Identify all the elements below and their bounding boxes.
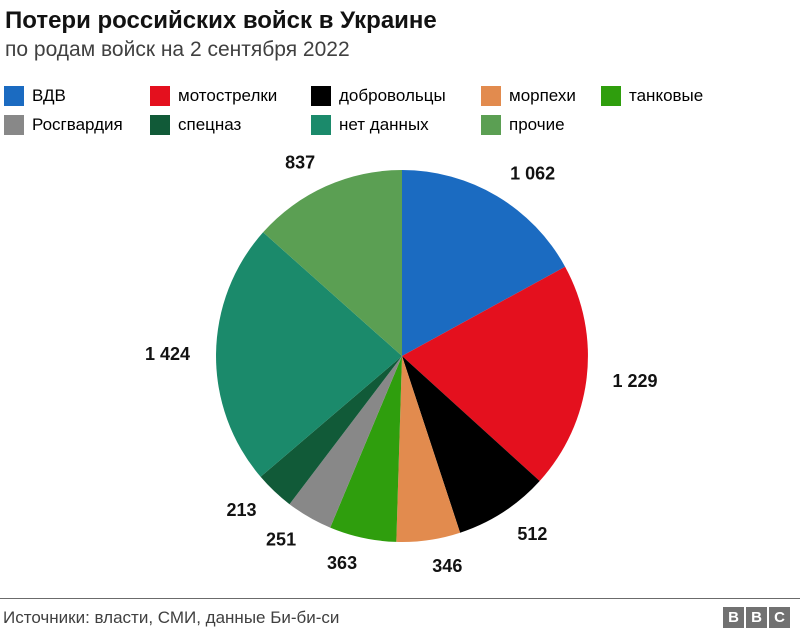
pie-slice-1 <box>402 266 588 481</box>
pie-chart: 1 062 1 229 512 346 363 251 213 1 424 837 <box>145 152 658 576</box>
legend-label: Росгвардия <box>32 114 123 134</box>
legend-item-1: мотострелки <box>150 85 311 106</box>
pie-slice-5 <box>289 355 402 528</box>
legend-swatch-icon <box>150 114 170 135</box>
legend-label: ВДВ <box>32 85 66 105</box>
legend-label: нет данных <box>339 114 429 134</box>
pie-slice-0 <box>402 169 566 356</box>
legend-label: морпехи <box>509 85 576 105</box>
legend-item-2: добровольцы <box>311 85 481 106</box>
legend-swatch-icon <box>481 114 501 135</box>
page-subtitle: по родам войск на 2 сентября 2022 <box>5 37 350 61</box>
legend-swatch-icon <box>601 85 621 106</box>
pie-value-label: 251 <box>266 530 296 550</box>
pie-slice-2 <box>402 355 540 533</box>
pie-value-label: 346 <box>432 556 462 576</box>
bbc-logo-letter: B <box>746 607 767 628</box>
legend-swatch-icon <box>311 114 331 135</box>
page-title: Потери российских войск в Украине <box>5 7 437 34</box>
pie-value-label: 837 <box>285 152 315 172</box>
legend-item-4: танковые <box>601 85 790 106</box>
pie-value-label: 213 <box>226 500 256 520</box>
pie-slice-6 <box>260 355 402 505</box>
legend-item-8: прочие <box>481 114 601 135</box>
pie-slice-4 <box>330 355 402 542</box>
legend-item-3: морпехи <box>481 85 601 106</box>
pie-value-label: 1 424 <box>145 344 190 364</box>
legend-item-5: Росгвардия <box>4 114 150 135</box>
legend-swatch-icon <box>4 85 24 106</box>
legend-label: прочие <box>509 114 565 134</box>
legend-swatch-icon <box>311 85 331 106</box>
bbc-logo-letter: C <box>769 607 790 628</box>
pie-value-label: 512 <box>517 524 547 544</box>
pie-chart-area: 1 062 1 229 512 346 363 251 213 1 424 837 <box>0 149 800 589</box>
pie-slice-3 <box>396 355 461 542</box>
pie-value-label: 1 229 <box>613 371 658 391</box>
legend-swatch-icon <box>150 85 170 106</box>
chart-legend: ВДВ мотострелки добровольцы морпехи танковые… <box>4 85 790 135</box>
legend-label: добровольцы <box>339 85 446 105</box>
legend-label: мотострелки <box>178 85 278 105</box>
legend-swatch-icon <box>481 85 501 106</box>
legend-item-0: ВДВ <box>4 85 150 106</box>
legend-item-7: нет данных <box>311 114 481 135</box>
source-text: Источники: власти, СМИ, данные Би-би-си <box>3 607 340 627</box>
legend-swatch-icon <box>4 114 24 135</box>
bbc-logo-letter: B <box>723 607 744 628</box>
legend-label: спецназ <box>178 114 242 134</box>
pie-slice-7 <box>216 232 402 477</box>
legend-item-6: спецназ <box>150 114 311 135</box>
chart-header: Потери российских войск в Украине по род… <box>0 0 800 61</box>
pie-value-label: 1 062 <box>510 163 555 183</box>
legend-label: танковые <box>629 85 704 105</box>
footer: Источники: власти, СМИ, данные Би-би-си … <box>0 598 800 638</box>
pie-value-label: 363 <box>327 553 357 573</box>
pie-slice-8 <box>263 169 402 356</box>
